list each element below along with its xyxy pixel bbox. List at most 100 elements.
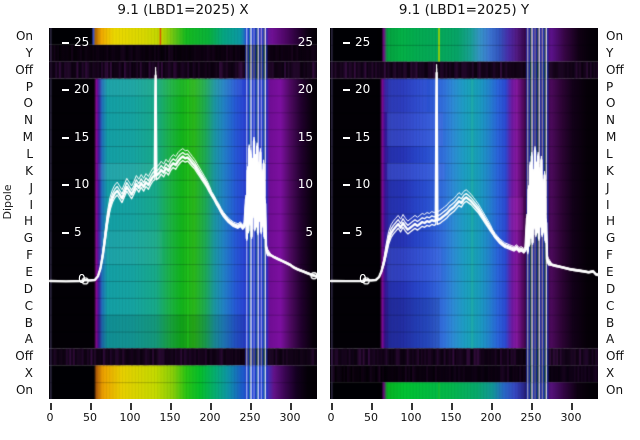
x-axis-tick-label: 300 [279,411,301,424]
row-label-c-right: C [606,298,615,313]
row-label-x-left: X [24,366,33,381]
x-axis-tick [210,403,212,410]
x-axis-tick-label: 250 [239,411,261,424]
value-tick-label: 10 [74,177,90,191]
value-tick-dash [62,231,69,234]
row-label-c-left: C [24,298,33,313]
x-axis-tick [290,403,292,410]
value-tick-dash [343,184,350,186]
x-axis-tick-label: 150 [159,411,181,424]
x-axis-tick-label: 0 [327,411,335,424]
row-label-e-left: E [25,265,33,280]
row-label-b-right: B [606,315,615,330]
x-axis-tick-label: 300 [560,411,582,424]
x-axis-tick [90,403,92,410]
row-label-on-left: On [15,383,33,398]
value-tick-dash [62,41,69,44]
x-axis-tick-label: 200 [480,411,502,424]
row-label-m-right: M [606,130,617,145]
value-tick-dash [62,184,69,186]
row-label-m-left: M [22,130,33,145]
row-label-h-right: H [606,214,616,229]
value-tick-label: 20 [74,82,90,96]
row-label-d-left: D [23,281,33,296]
row-label-y-left: Y [25,45,33,60]
row-label-off-left: Off [15,62,33,77]
row-label-i-right: I [606,197,610,212]
row-label-o-left: O [23,96,33,111]
value-tick-label: 5 [355,224,363,239]
value-tick-label: 15 [74,129,90,144]
row-label-b-left: B [24,315,33,330]
row-label-h-left: H [23,214,33,229]
zero-tick-label: 0 [359,272,367,286]
value-tick-dash [62,136,69,139]
row-label-p-left: P [25,79,33,94]
x-axis-tick [411,403,413,410]
value-tick-label: 5 [74,224,82,239]
x-axis-tick-label: 100 [119,411,141,424]
x-axis-tick-label: 50 [364,411,378,424]
x-axis-tick [531,403,533,410]
row-label-a-right: A [606,332,615,347]
row-label-j-right: J [606,180,610,195]
row-label-on-left: On [15,28,33,43]
value-tick-dash [62,89,69,91]
row-label-l-left: L [26,146,33,161]
heatmap-y [330,28,598,399]
x-axis-tick [130,403,132,410]
row-label-a-left: A [24,332,33,347]
panel-y-title: 9.1 (LBD1=2025) Y [398,2,530,18]
row-label-l-right: L [606,146,613,161]
x-axis-tick [371,403,373,410]
value-tick-label-right: 25 [297,34,313,49]
row-label-off-left: Off [15,349,33,364]
value-tick-label-right: 20 [297,82,313,96]
x-axis-tick [170,403,172,410]
row-label-off-right: Off [606,62,624,77]
row-label-on-right: On [606,383,624,398]
row-label-on-right: On [606,28,624,43]
x-axis-tick-label: 50 [83,411,97,424]
row-label-k-right: K [606,163,614,178]
x-axis-tick [491,403,493,410]
value-tick-label: 20 [355,82,371,96]
value-tick-label-right: 5 [305,224,313,239]
row-label-e-right: E [606,265,614,280]
value-tick-label: 15 [355,129,371,144]
row-label-n-left: N [24,113,33,128]
x-axis-tick [451,403,453,410]
row-label-g-left: G [23,231,33,246]
row-label-o-right: O [606,96,616,111]
value-tick-dash [343,41,350,44]
x-axis-tick-label: 150 [440,411,462,424]
value-tick-dash [343,89,350,91]
row-label-g-right: G [606,231,616,246]
value-tick-label: 25 [74,34,90,49]
row-label-k-left: K [25,163,33,178]
value-tick-dash [343,231,350,234]
value-tick-label: 25 [355,34,371,49]
panel-x-title: 9.1 (LBD1=2025) X [117,2,249,18]
x-axis-tick [250,403,252,410]
row-label-j-left: J [29,180,33,195]
value-tick-dash [343,136,350,139]
row-label-d-right: D [606,281,616,296]
row-label-i-left: I [29,197,33,212]
row-label-y-right: Y [606,45,614,60]
value-tick-label-right: 15 [297,129,313,144]
x-axis-tick-label: 200 [199,411,221,424]
row-label-off-right: Off [606,349,624,364]
value-tick-label-right: 10 [297,177,313,191]
x-axis-tick [331,403,333,410]
zero-tick-label: 0 [78,272,86,286]
row-label-p-right: P [606,79,614,94]
value-tick-label: 10 [355,177,371,191]
row-label-n-right: N [606,113,615,128]
x-axis-tick-label: 100 [400,411,422,424]
row-label-f-left: F [26,248,33,263]
x-axis-tick [571,403,573,410]
x-axis-tick-label: 250 [520,411,542,424]
x-axis-tick-label: 0 [46,411,54,424]
